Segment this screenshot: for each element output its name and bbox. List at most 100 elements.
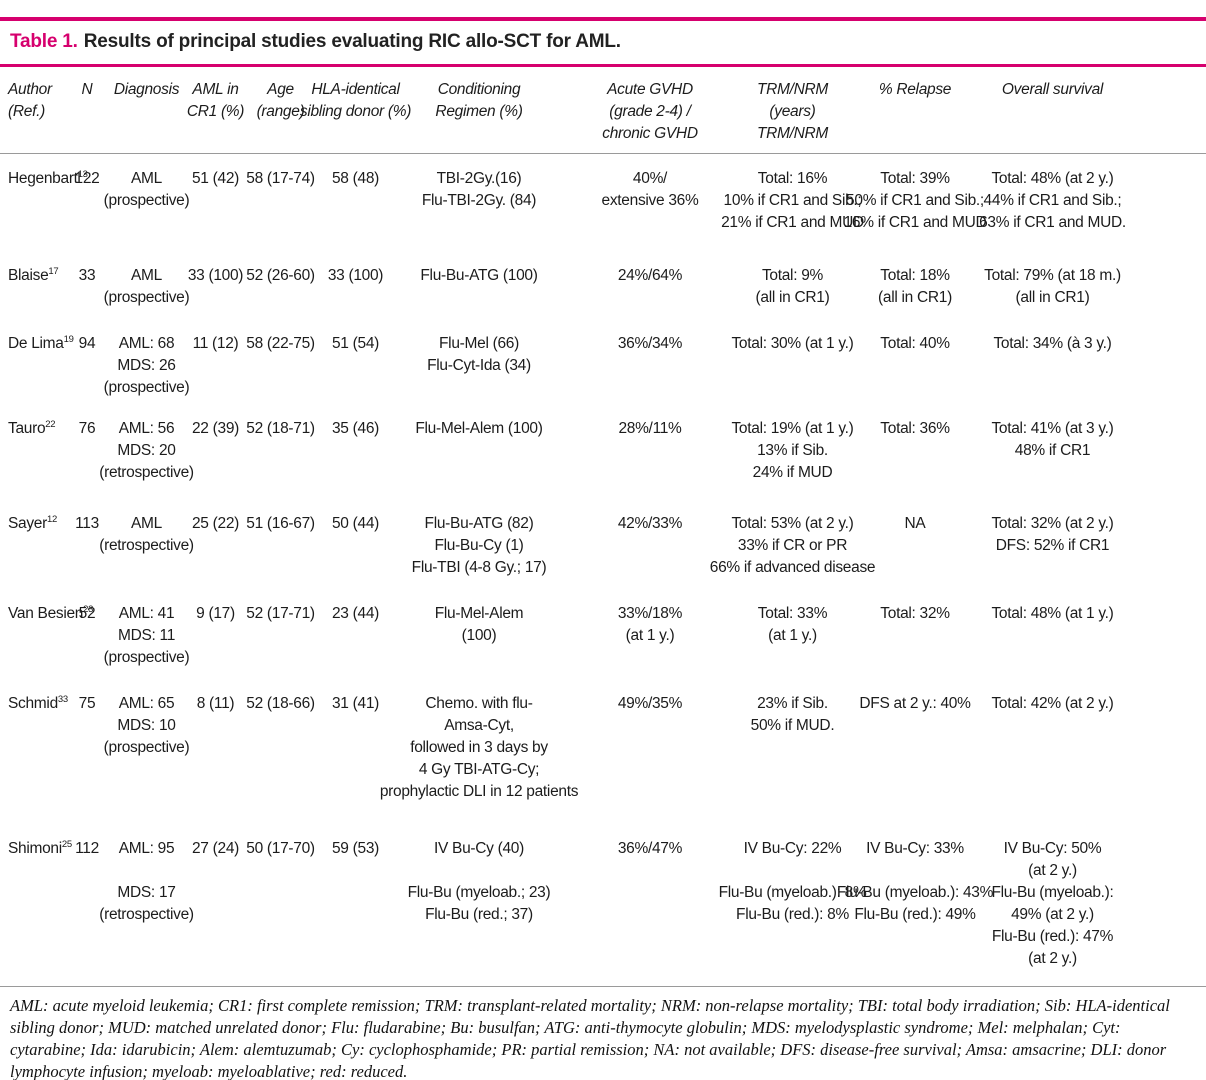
overall-survival-cell: Total: 48% (at 2 y.) 44% if CR1 and Sib.… xyxy=(979,170,1126,231)
table-title: Table 1. Results of principal studies eva… xyxy=(0,21,1206,64)
relapse-cell: NA xyxy=(904,515,926,532)
aml-cr1-cell: 22 (39) xyxy=(191,420,239,437)
relapse-cell: Total: 32% xyxy=(880,605,950,622)
trm-nrm-cell: IV Bu-Cy: 22% Flu-Bu (myeloab.): 8% Flu-… xyxy=(718,840,867,923)
conditioning-cell: Flu-Bu-ATG (100) xyxy=(420,267,538,284)
gvhd-cell: 36%/47% xyxy=(617,840,683,857)
n-cell: 52 xyxy=(78,605,96,622)
author-cell: De Lima19 xyxy=(8,333,74,352)
table-number-label: Table 1. xyxy=(10,31,78,52)
aml-cr1-cell: 8 (11) xyxy=(196,695,235,712)
reference-superscript: 19 xyxy=(63,333,74,345)
footnote-divider-rule xyxy=(0,986,1206,987)
relapse-cell: Total: 40% xyxy=(880,335,950,352)
age-cell: 58 (22-75) xyxy=(246,335,315,352)
aml-cr1-cell: 51 (42) xyxy=(191,170,239,187)
author-cell: Shimoni25 xyxy=(8,838,72,857)
gvhd-cell: 40%/ extensive 36% xyxy=(601,170,699,209)
column-header-author: Author (Ref.) xyxy=(8,81,52,120)
overall-survival-cell: Total: 34% (à 3 y.) xyxy=(993,335,1112,352)
relapse-cell: Total: 39% 50% if CR1 and Sib.; 16% if C… xyxy=(843,170,987,231)
trm-nrm-cell: Total: 30% (at 1 y.) xyxy=(731,335,854,352)
hla-donor-cell: 59 (53) xyxy=(331,840,379,857)
diagnosis-cell: AML: 68 MDS: 26 (prospective) xyxy=(103,335,190,396)
overall-survival-cell: Total: 48% (at 1 y.) xyxy=(991,605,1114,622)
relapse-cell: Total: 18% (all in CR1) xyxy=(878,267,952,306)
conditioning-cell: TBI-2Gy.(16) Flu-TBI-2Gy. (84) xyxy=(421,170,537,209)
aml-cr1-cell: 33 (100) xyxy=(187,267,244,284)
column-header-conditioning: Conditioning Regimen (%) xyxy=(435,81,523,120)
header-divider-rule xyxy=(0,153,1206,154)
n-cell: 122 xyxy=(74,170,100,187)
n-cell: 94 xyxy=(78,335,96,352)
gvhd-cell: 42%/33% xyxy=(617,515,683,532)
overall-survival-cell: Total: 32% (at 2 y.) DFS: 52% if CR1 xyxy=(991,515,1114,554)
relapse-cell: Total: 36% xyxy=(880,420,950,437)
aml-cr1-cell: 9 (17) xyxy=(196,605,235,622)
column-header-n: N xyxy=(81,81,93,98)
gvhd-cell: 33%/18% (at 1 y.) xyxy=(617,605,683,644)
n-cell: 76 xyxy=(78,420,96,437)
table-row: Schmid33 75 AML: 65 MDS: 10 (prospective… xyxy=(0,693,1120,838)
column-header-hla-donor: HLA-identical sibling donor (%) xyxy=(299,81,412,120)
age-cell: 52 (18-66) xyxy=(246,695,315,712)
column-header-overall-survival: Overall survival xyxy=(1001,81,1104,98)
hla-donor-cell: 35 (46) xyxy=(331,420,379,437)
table-row: Blaise17 33 AML (prospective) 33 (100) 5… xyxy=(0,265,1121,333)
hla-donor-cell: 31 (41) xyxy=(331,695,379,712)
hla-donor-cell: 51 (54) xyxy=(331,335,379,352)
table-body: Hegenbart13 122 AML (prospective) 51 (42… xyxy=(0,154,1206,986)
column-header-gvhd: Acute GVHD (grade 2-4) / chronic GVHD xyxy=(602,81,698,142)
trm-nrm-cell: Total: 19% (at 1 y.) 13% if Sib. 24% if … xyxy=(731,420,854,481)
table-row: De Lima19 94 AML: 68 MDS: 26 (prospectiv… xyxy=(0,333,1120,418)
top-accent-rule xyxy=(0,17,1206,21)
reference-superscript: 25 xyxy=(61,838,72,850)
aml-cr1-cell: 25 (22) xyxy=(191,515,239,532)
table-row: Sayer12 113 AML (retrospective) 25 (22) … xyxy=(0,513,1120,603)
author-cell: Schmid33 xyxy=(8,693,68,712)
reference-superscript: 22 xyxy=(45,418,56,430)
diagnosis-cell: AML: 95 MDS: 17 (retrospective) xyxy=(99,840,194,923)
author-cell: Hegenbart13 xyxy=(8,168,88,187)
age-cell: 58 (17-74) xyxy=(246,170,315,187)
reference-superscript: 12 xyxy=(47,513,57,525)
author-cell: Blaise17 xyxy=(8,265,59,284)
diagnosis-cell: AML (prospective) xyxy=(103,170,190,209)
overall-survival-cell: Total: 41% (at 3 y.) 48% if CR1 xyxy=(991,420,1114,459)
age-cell: 51 (16-67) xyxy=(246,515,315,532)
reference-superscript: 17 xyxy=(48,265,59,277)
reference-superscript: 23 xyxy=(83,603,94,615)
trm-nrm-cell: Total: 33% (at 1 y.) xyxy=(757,605,828,644)
reference-superscript: 13 xyxy=(77,168,88,180)
relapse-cell: DFS at 2 y.: 40% xyxy=(859,695,971,712)
conditioning-cell: Flu-Bu-ATG (82) Flu-Bu-Cy (1) Flu-TBI (4… xyxy=(411,515,547,576)
diagnosis-cell: AML: 56 MDS: 20 (retrospective) xyxy=(99,420,194,481)
relapse-cell: IV Bu-Cy: 33% Flu-Bu (myeloab.): 43% Flu… xyxy=(836,840,994,923)
table-title-text: Results of principal studies evaluating … xyxy=(83,31,621,52)
gvhd-cell: 36%/34% xyxy=(617,335,683,352)
gvhd-cell: 28%/11% xyxy=(618,420,682,437)
overall-survival-cell: Total: 42% (at 2 y.) xyxy=(991,695,1114,712)
trm-nrm-cell: Total: 53% (at 2 y.) 33% if CR or PR 66%… xyxy=(709,515,876,576)
author-cell: Van Besien23 xyxy=(8,603,94,622)
author-cell: Sayer12 xyxy=(8,513,57,532)
diagnosis-cell: AML: 41 MDS: 11 (prospective) xyxy=(103,605,190,666)
n-cell: 113 xyxy=(75,515,99,532)
column-header-diagnosis: Diagnosis xyxy=(113,81,180,98)
conditioning-cell: Chemo. with flu- Amsa-Cyt, followed in 3… xyxy=(379,695,579,800)
aml-cr1-cell: 27 (24) xyxy=(191,840,239,857)
reference-superscript: 33 xyxy=(57,693,68,705)
n-cell: 33 xyxy=(78,267,96,284)
column-header-aml-cr1: AML in CR1 (%) xyxy=(186,81,245,120)
overall-survival-cell: IV Bu-Cy: 50% (at 2 y.) Flu-Bu (myeloab.… xyxy=(991,840,1114,967)
trm-nrm-cell: 23% if Sib. 50% if MUD. xyxy=(750,695,835,734)
n-cell: 75 xyxy=(78,695,96,712)
age-cell: 52 (26-60) xyxy=(246,267,315,284)
conditioning-cell: Flu-Mel-Alem (100) xyxy=(415,420,543,437)
hla-donor-cell: 50 (44) xyxy=(331,515,379,532)
table-row: Hegenbart13 122 AML (prospective) 51 (42… xyxy=(0,168,1126,265)
column-header-trm-nrm: TRM/NRM (years) TRM/NRM xyxy=(756,81,829,142)
hla-donor-cell: 33 (100) xyxy=(327,267,384,284)
gvhd-cell: 24%/64% xyxy=(617,267,683,284)
